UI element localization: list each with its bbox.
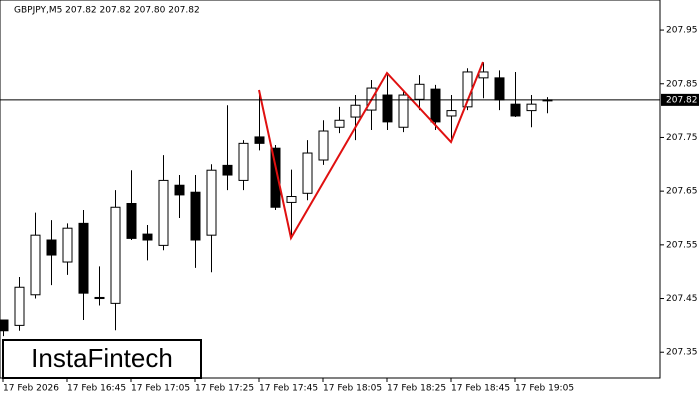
y-tick-label: 207.35 bbox=[666, 348, 698, 358]
x-tick-label: 17 Feb 17:45 bbox=[259, 384, 318, 394]
last-price-label: 207.82 bbox=[666, 95, 698, 105]
candle-body bbox=[254, 136, 265, 144]
marks bbox=[0, 62, 553, 337]
candle-body bbox=[430, 88, 441, 123]
y-tick-label: 207.55 bbox=[666, 240, 698, 250]
x-tick-label: 17 Feb 2026 bbox=[3, 384, 59, 394]
x-tick-label: 17 Feb 17:05 bbox=[131, 384, 190, 394]
candle-body bbox=[286, 196, 297, 203]
candle-body bbox=[158, 179, 169, 246]
plot-frame bbox=[0, 0, 661, 379]
candle-body bbox=[334, 119, 345, 128]
candle-body bbox=[110, 206, 121, 304]
chart-title: GBPJPY,M5 207.82 207.82 207.80 207.82 bbox=[14, 6, 200, 16]
x-tick-label: 17 Feb 18:45 bbox=[451, 384, 510, 394]
candle-body bbox=[494, 77, 505, 101]
candle-body bbox=[0, 319, 9, 332]
y-tick-label: 207.85 bbox=[666, 79, 698, 89]
x-tick-label: 17 Feb 19:05 bbox=[515, 384, 574, 394]
candle-body bbox=[478, 71, 489, 79]
candle-body bbox=[190, 191, 201, 241]
candle-body bbox=[510, 103, 521, 117]
candle-body bbox=[270, 147, 281, 208]
y-tick-label: 207.75 bbox=[666, 133, 698, 143]
candle-body bbox=[350, 104, 361, 118]
candle-body bbox=[142, 233, 153, 241]
pattern-line bbox=[258, 61, 484, 241]
candle-body bbox=[222, 164, 233, 176]
candle-body bbox=[94, 296, 105, 300]
candle-body bbox=[238, 142, 249, 181]
candle-body bbox=[526, 103, 537, 112]
candle-body bbox=[30, 234, 41, 296]
watermark: InstaFintech bbox=[31, 343, 173, 373]
candle-body bbox=[446, 110, 457, 117]
candle-body bbox=[46, 239, 57, 256]
y-tick-label: 207.65 bbox=[666, 187, 698, 197]
candle-body bbox=[382, 94, 393, 123]
candle-body bbox=[206, 169, 217, 236]
candle-body bbox=[62, 227, 73, 263]
y-tick-label: 207.45 bbox=[666, 294, 698, 304]
x-tick-label: 17 Feb 18:25 bbox=[387, 384, 446, 394]
candle-body bbox=[398, 94, 409, 128]
x-tick-label: 17 Feb 17:25 bbox=[195, 384, 254, 394]
y-tick-label: 207.95 bbox=[666, 26, 698, 36]
candle-body bbox=[126, 202, 137, 239]
x-tick-label: 17 Feb 18:05 bbox=[323, 384, 382, 394]
candle-body bbox=[318, 130, 329, 161]
x-tick-label: 17 Feb 16:45 bbox=[67, 384, 126, 394]
candle-body bbox=[78, 222, 89, 294]
candle-body bbox=[174, 184, 185, 196]
candle-body bbox=[14, 286, 25, 326]
last-price-box bbox=[661, 93, 699, 106]
candle-body bbox=[302, 152, 313, 194]
watermark-box bbox=[2, 339, 202, 379]
candle-body bbox=[414, 83, 425, 100]
